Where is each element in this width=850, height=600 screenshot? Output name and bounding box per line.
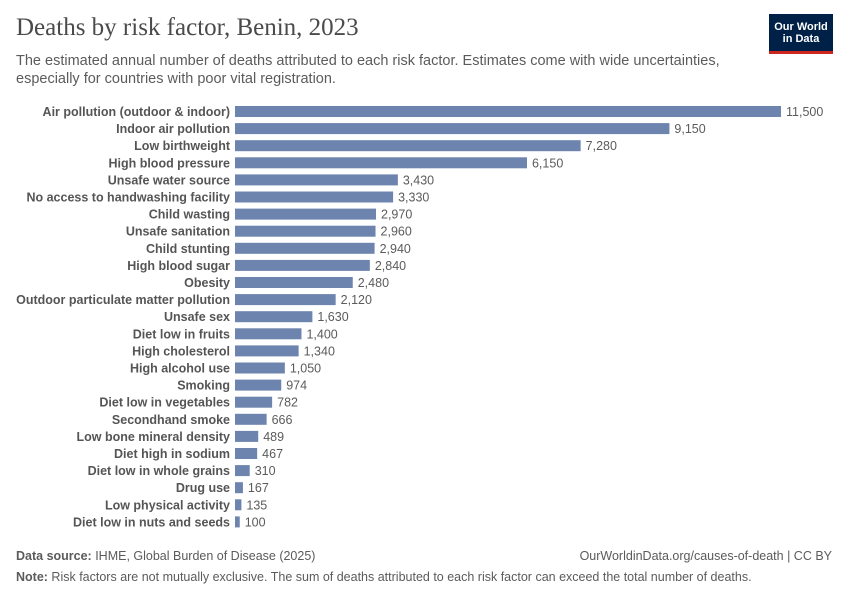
category-label: High blood sugar (127, 259, 230, 273)
bar[interactable] (235, 345, 299, 357)
category-label: Diet low in whole grains (88, 464, 230, 478)
bar[interactable] (235, 294, 336, 306)
category-label: Low physical activity (105, 498, 230, 512)
bar[interactable] (235, 499, 242, 511)
category-label: High blood pressure (108, 156, 230, 170)
value-label: 1,050 (290, 362, 321, 376)
category-label: High cholesterol (132, 344, 230, 358)
bar[interactable] (235, 140, 581, 152)
category-label: Diet low in fruits (133, 327, 230, 341)
value-label: 1,630 (317, 310, 348, 324)
logo-line-1: Our World (774, 20, 828, 33)
bar[interactable] (235, 106, 781, 117)
bar[interactable] (235, 516, 240, 528)
bar[interactable] (235, 225, 376, 237)
logo-line-2: in Data (782, 32, 820, 45)
value-label: 1,340 (304, 344, 335, 358)
category-label: Outdoor particulate matter pollution (16, 293, 230, 307)
bar[interactable] (235, 465, 250, 477)
note-text: Risk factors are not mutually exclusive.… (47, 570, 752, 584)
category-label: Obesity (184, 276, 230, 290)
bar[interactable] (235, 311, 313, 323)
category-label: Drug use (176, 481, 230, 495)
value-label: 7,280 (586, 139, 617, 153)
bar[interactable] (235, 328, 302, 340)
category-label: Diet high in sodium (114, 447, 230, 461)
bar[interactable] (235, 174, 398, 186)
value-label: 167 (248, 481, 269, 495)
chart-subtitle: The estimated annual number of deaths at… (16, 53, 720, 87)
owid-logo[interactable]: Our World in Data (769, 14, 833, 54)
data-source-label: Data source: (16, 549, 92, 563)
bar[interactable] (235, 430, 259, 442)
bar[interactable] (235, 242, 375, 254)
category-label: Air pollution (outdoor & indoor) (43, 105, 230, 119)
note-label: Note: (16, 570, 48, 584)
bar-chart: Air pollution (outdoor & indoor) 11,500 In… (16, 105, 823, 529)
category-label: Indoor air pollution (116, 122, 230, 136)
data-source-text: IHME, Global Burden of Disease (2025) (91, 549, 316, 563)
value-label: 135 (246, 498, 267, 512)
category-label: Diet low in nuts and seeds (73, 515, 230, 529)
category-label: Unsafe sanitation (126, 225, 230, 239)
chart-note: Note: Risk factors are not mutually excl… (16, 570, 832, 584)
value-label: 2,940 (380, 242, 411, 256)
data-source: Data source: IHME, Global Burden of Dise… (16, 549, 832, 563)
value-label: 467 (262, 447, 283, 461)
category-label: Unsafe sex (164, 310, 230, 324)
category-label: Diet low in vegetables (99, 396, 230, 410)
value-label: 1,400 (306, 327, 337, 341)
bar[interactable] (235, 396, 273, 408)
category-label: Unsafe water source (108, 173, 230, 187)
chart-title: Deaths by risk factor, Benin, 2023 (16, 14, 359, 41)
value-label: 6,150 (532, 156, 563, 170)
bar[interactable] (235, 362, 285, 374)
value-label: 100 (245, 515, 266, 529)
value-label: 3,330 (398, 191, 429, 205)
value-label: 666 (272, 413, 293, 427)
value-label: 489 (263, 430, 284, 444)
value-label: 310 (255, 464, 276, 478)
category-label: Secondhand smoke (112, 413, 230, 427)
category-label: Low bone mineral density (77, 430, 231, 444)
value-label: 2,120 (341, 293, 372, 307)
value-label: 2,480 (358, 276, 389, 290)
bar[interactable] (235, 191, 394, 203)
category-label: Low birthweight (134, 139, 231, 153)
bar[interactable] (235, 259, 370, 271)
category-label: High alcohol use (130, 362, 230, 376)
category-label: Smoking (177, 379, 230, 393)
bar[interactable] (235, 413, 267, 425)
bar[interactable] (235, 448, 258, 459)
value-label: 2,840 (375, 259, 406, 273)
category-label: Child stunting (146, 242, 230, 256)
value-label: 9,150 (674, 122, 705, 136)
bar[interactable] (235, 208, 377, 220)
value-label: 782 (277, 396, 298, 410)
bar[interactable] (235, 277, 353, 288)
value-label: 2,960 (381, 225, 412, 239)
value-label: 2,970 (381, 208, 412, 222)
value-label: 3,430 (403, 173, 434, 187)
bar[interactable] (235, 379, 282, 391)
category-label: Child wasting (149, 208, 230, 222)
bar[interactable] (235, 482, 243, 494)
category-label: No access to handwashing facility (26, 191, 230, 205)
value-label: 974 (286, 379, 307, 393)
source-url-link[interactable]: OurWorldinData.org/causes-of-death | CC … (579, 549, 832, 563)
bar[interactable] (235, 123, 670, 135)
bar[interactable] (235, 157, 527, 169)
value-label: 11,500 (786, 105, 823, 119)
